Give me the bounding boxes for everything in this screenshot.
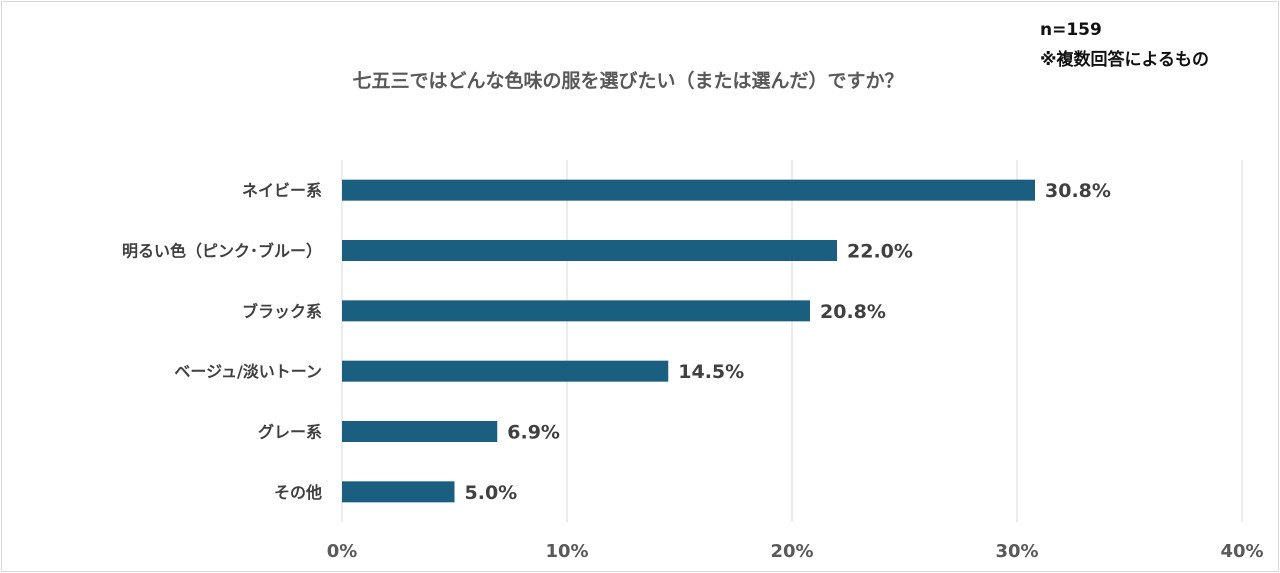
data-label: 20.8% bbox=[820, 301, 886, 323]
category-label: ネイビー系 bbox=[242, 181, 322, 200]
x-tick-label: 30% bbox=[995, 541, 1038, 562]
bar bbox=[342, 481, 455, 503]
data-label: 30.8% bbox=[1045, 180, 1111, 202]
data-label: 22.0% bbox=[847, 241, 913, 263]
data-labels: 30.8% 22.0% 20.8% 14.5% 6.9% 5.0% bbox=[465, 180, 1111, 504]
chart-title: 七五三ではどんな色味の服を選びたい（または選んだ）ですか？ bbox=[352, 69, 903, 92]
bar bbox=[342, 300, 810, 322]
bar bbox=[342, 360, 669, 382]
x-tick-label: 10% bbox=[545, 541, 588, 562]
category-label: ベージュ/淡いトーン bbox=[174, 362, 322, 381]
multiple-answer-note: ※複数回答によるもの bbox=[1040, 49, 1209, 70]
x-tick-label: 20% bbox=[770, 541, 813, 562]
data-label: 5.0% bbox=[465, 482, 518, 504]
data-label: 14.5% bbox=[678, 361, 744, 383]
category-label: 明るい色（ピンク･ブルー） bbox=[122, 242, 322, 261]
category-label: その他 bbox=[274, 483, 322, 502]
data-label: 6.9% bbox=[507, 422, 560, 444]
x-tick-label: 40% bbox=[1220, 541, 1263, 562]
bar bbox=[342, 179, 1035, 201]
bars bbox=[342, 179, 1035, 503]
x-tick-label: 0% bbox=[327, 541, 358, 562]
category-label: グレー系 bbox=[258, 423, 322, 442]
bar bbox=[342, 421, 498, 442]
category-label: ブラック系 bbox=[242, 302, 322, 321]
sample-size-note: n=159 bbox=[1040, 20, 1102, 40]
x-axis-tick-labels: 0% 10% 20% 30% 40% bbox=[327, 541, 1264, 562]
bar bbox=[342, 240, 837, 261]
gridlines bbox=[341, 160, 1243, 522]
